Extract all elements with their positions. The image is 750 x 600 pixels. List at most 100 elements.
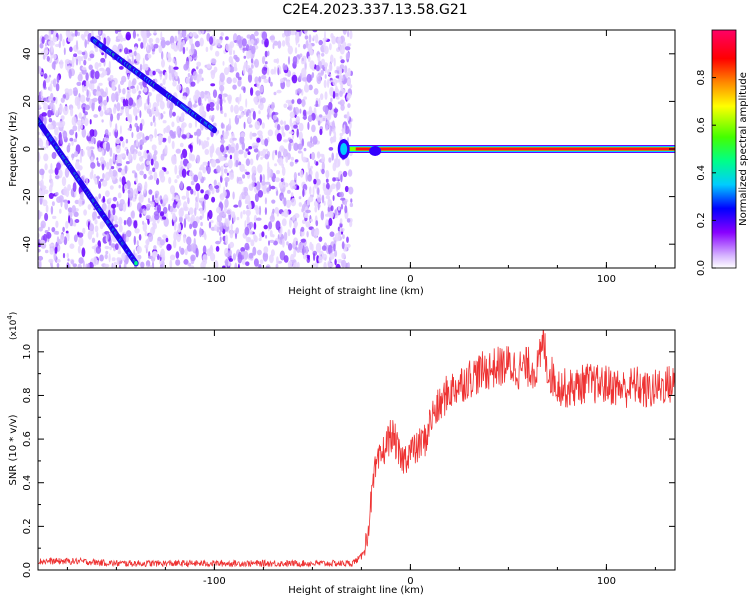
noise-speck <box>136 163 141 172</box>
x-tick-label: -100 <box>203 576 226 587</box>
noise-speck <box>315 100 319 107</box>
snr-scale-close: ) <box>9 312 19 316</box>
noise-speck <box>276 133 282 142</box>
noise-speck <box>107 204 112 213</box>
noise-speck <box>140 261 145 268</box>
noise-speck <box>271 101 275 111</box>
noise-speck <box>247 151 251 156</box>
noise-speck <box>286 199 291 209</box>
noise-speck <box>131 88 137 94</box>
noise-speck <box>55 83 60 92</box>
noise-speck <box>173 45 179 52</box>
noise-speck <box>177 30 180 35</box>
noise-speck <box>194 200 199 211</box>
noise-speck <box>245 148 249 152</box>
noise-speck <box>115 144 121 154</box>
noise-speck <box>277 67 280 76</box>
noise-speck <box>133 106 138 117</box>
colorbar-tick-label: 0.2 <box>696 212 707 228</box>
noise-speck <box>300 238 306 243</box>
noise-speck <box>154 213 160 221</box>
noise-speck <box>296 98 302 105</box>
noise-speck <box>127 189 131 194</box>
noise-speck <box>256 81 260 89</box>
noise-speck <box>174 35 178 42</box>
noise-speck <box>314 200 318 207</box>
noise-speck <box>346 111 350 121</box>
noise-speck <box>293 172 297 181</box>
noise-speck <box>99 67 105 72</box>
noise-speck <box>284 30 290 37</box>
noise-speck <box>38 65 42 74</box>
noise-speck <box>111 257 116 262</box>
noise-speck <box>156 178 160 185</box>
noise-speck <box>149 265 153 268</box>
y-tick-label: -20 <box>22 188 33 204</box>
noise-speck <box>48 192 54 199</box>
noise-speck <box>327 244 333 255</box>
noise-speck <box>228 258 233 262</box>
noise-speck <box>50 179 54 188</box>
noise-speck <box>328 147 334 151</box>
noise-speck <box>318 256 323 264</box>
noise-speck <box>134 46 138 51</box>
noise-speck <box>147 217 150 225</box>
noise-speck <box>121 252 126 261</box>
noise-speck <box>199 227 202 238</box>
noise-speck <box>97 215 101 219</box>
noise-speck <box>108 253 111 263</box>
noise-speck <box>164 126 170 134</box>
noise-speck <box>320 210 324 221</box>
noise-speck <box>323 188 329 196</box>
noise-speck <box>229 154 233 160</box>
noise-speck <box>202 161 208 166</box>
noise-speck <box>112 207 116 216</box>
noise-speck <box>289 218 292 228</box>
noise-speck <box>148 233 154 242</box>
noise-speck <box>174 165 178 175</box>
noise-speck <box>223 67 230 76</box>
noise-speck <box>347 43 352 47</box>
noise-speck <box>237 254 243 264</box>
noise-speck <box>273 91 277 96</box>
noise-speck <box>254 193 259 203</box>
noise-speck <box>53 104 56 114</box>
noise-speck <box>320 93 324 101</box>
noise-speck <box>210 220 214 224</box>
noise-speck <box>332 177 336 182</box>
noise-speck <box>305 209 311 214</box>
noise-speck <box>317 201 320 211</box>
noise-speck <box>161 51 164 60</box>
noise-speck <box>200 91 205 99</box>
noise-speck <box>175 72 178 80</box>
noise-speck <box>84 117 89 127</box>
noise-speck <box>248 124 253 128</box>
noise-speck <box>237 76 242 81</box>
noise-speck <box>183 233 186 244</box>
noise-speck <box>81 51 86 56</box>
noise-speck <box>274 163 278 167</box>
noise-speck <box>62 130 68 140</box>
noise-speck <box>90 162 96 169</box>
noise-speck <box>195 94 199 99</box>
noise-speck <box>96 231 99 238</box>
noise-speck <box>252 110 256 120</box>
noise-speck <box>217 39 223 44</box>
noise-speck <box>296 31 300 36</box>
noise-speck <box>268 240 270 246</box>
noise-speck <box>52 215 57 220</box>
noise-speck <box>146 265 149 268</box>
noise-speck <box>289 117 292 127</box>
noise-speck <box>321 161 325 171</box>
noise-speck <box>324 91 328 100</box>
noise-speck <box>301 138 305 147</box>
noise-speck <box>67 37 72 43</box>
noise-speck <box>272 43 275 50</box>
noise-speck <box>160 199 163 204</box>
noise-speck <box>270 68 275 75</box>
noise-speck <box>87 132 90 137</box>
noise-speck <box>56 263 60 268</box>
noise-speck <box>271 150 275 161</box>
noise-speck <box>232 191 235 200</box>
noise-speck <box>154 128 158 139</box>
